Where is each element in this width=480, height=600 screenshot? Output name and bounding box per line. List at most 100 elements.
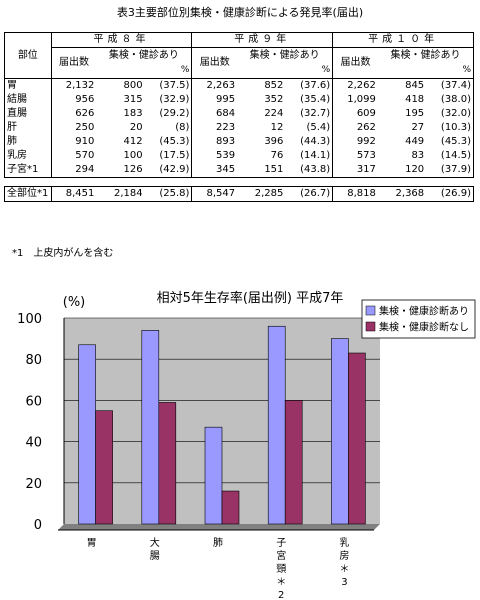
reported-count: 609 <box>356 108 376 119</box>
reported-count: 1,099 <box>347 94 376 105</box>
year-header: 平成８年 <box>51 32 193 48</box>
screened-count: 396 <box>264 136 284 147</box>
screened-percent: (29.2) <box>144 107 193 121</box>
x-tick-label: 2 <box>278 590 284 600</box>
screened-percent: (37.4) <box>426 78 475 93</box>
screened-count: 12 <box>270 122 284 133</box>
legend-entry: 集検・健康診断あり <box>379 305 469 318</box>
x-tick-label: 房 <box>339 549 349 562</box>
plot-floor <box>58 524 380 530</box>
screened-count: 800 <box>96 78 145 93</box>
x-tick-label: 胃 <box>87 537 97 549</box>
screened-count: 2,368 <box>377 186 427 202</box>
screened-percent: (38.0) <box>426 93 475 107</box>
x-tick-label: 肺 <box>213 537 223 549</box>
reported-count: 995 <box>216 94 236 105</box>
reported-count: 910 <box>75 136 95 147</box>
x-tick-label: 乳 <box>339 536 349 549</box>
screened-count: 315 <box>123 94 143 105</box>
screened-count: 183 <box>123 108 143 119</box>
screened-percent: (37.6) <box>285 78 334 93</box>
percent-unit: % <box>462 65 471 75</box>
year-header: 平成９年 <box>191 32 334 48</box>
screened-count: 224 <box>264 108 284 119</box>
bar <box>95 410 113 525</box>
site-name: 全部位*1 <box>4 186 52 202</box>
percent-unit: % <box>321 65 331 75</box>
reported-count: 684 <box>216 108 236 119</box>
reported-count: 223 <box>216 122 236 133</box>
reported-count: 294 <box>51 163 97 178</box>
x-tick-label: 3 <box>341 577 347 588</box>
legend-swatch <box>365 321 376 332</box>
screened-percent: (35.4) <box>285 93 334 107</box>
percent-unit: % <box>180 65 190 75</box>
bar <box>284 400 303 525</box>
reported-column-header: 届出数 <box>59 57 89 68</box>
y-tick-label: 100 <box>17 312 42 327</box>
footnote: *1 上皮内がんを含む <box>12 248 114 259</box>
bar <box>331 338 349 525</box>
reported-count: 345 <box>191 163 238 178</box>
site-name: 直腸 <box>4 107 52 121</box>
x-tick-label: 大 <box>150 536 160 549</box>
site-header: 部位 <box>4 32 52 79</box>
screened-label: 集検・健診あり <box>108 50 179 61</box>
site-name: 結腸 <box>4 93 52 107</box>
bar <box>348 352 366 525</box>
screened-percent: (10.3) <box>426 121 475 135</box>
screened-percent: (45.3) <box>144 135 193 149</box>
year-header: 平成１０年 <box>332 32 474 48</box>
table-total-row: 全部位*1 8,451 2,184 (25.8) 8,547 2,285 (26.7) 8,8… <box>4 186 475 202</box>
screened-percent: (32.7) <box>285 107 334 121</box>
reported-count: 2,262 <box>332 78 378 93</box>
reported-count: 570 <box>75 150 95 161</box>
table-title: 表3主要部位別集検・健康診断による発見率(届出) <box>116 6 364 19</box>
screened-count: 27 <box>411 122 425 133</box>
y-tick-label: 60 <box>25 394 42 409</box>
reported-count: 8,451 <box>51 186 97 202</box>
screened-percent: (45.3) <box>426 135 475 149</box>
table-row: 結腸 956 315 (32.9) 995 352 (35.4) 1,099 418 (38.0) <box>4 93 475 107</box>
reported-count: 893 <box>216 136 236 147</box>
table-row: 胃 2,132 800 (37.5) 2,263 852 (37.6) 2,262 845 (37… <box>4 78 475 93</box>
table-row: 子宮*1 294 126 (42.9) 345 151 (43.8) 317 120 (37.9) <box>4 163 475 178</box>
reported-count: 992 <box>356 136 376 147</box>
bar <box>267 325 286 525</box>
site-name: 肝 <box>4 121 52 135</box>
screened-percent: (43.8) <box>285 163 334 178</box>
bar <box>141 330 160 525</box>
screened-percent: (37.9) <box>426 163 475 178</box>
reported-column-header: 届出数 <box>199 57 230 68</box>
y-tick-label: 40 <box>25 436 42 451</box>
legend-swatch <box>365 305 376 316</box>
screened-percent: (42.9) <box>144 163 193 178</box>
reported-count: 956 <box>75 94 95 105</box>
screened-percent: (32.0) <box>426 107 475 121</box>
screened-column-header: 集検・健診あり% <box>377 47 474 79</box>
site-name: 子宮*1 <box>4 163 52 178</box>
table-header-years: 部位 平成８年 平成９年 平成１０年 <box>4 32 474 79</box>
screened-column-header: 集検・健診あり% <box>96 47 193 79</box>
screened-count: 2,285 <box>237 186 286 202</box>
screened-count: 449 <box>405 136 425 147</box>
reported-count: 626 <box>75 108 95 119</box>
y-axis-label: (%) <box>63 295 86 310</box>
screened-percent: (26.7) <box>285 186 334 202</box>
screened-percent: (25.8) <box>144 186 193 202</box>
screened-count: 100 <box>123 150 143 161</box>
screened-count: 352 <box>264 94 284 105</box>
reported-column-header: 届出数 <box>340 57 371 68</box>
screened-column-header: 集検・健診あり% <box>237 47 334 79</box>
reported-count: 8,547 <box>191 186 238 202</box>
reported-count: 2,132 <box>51 78 97 93</box>
legend-entry: 集検・健康診断なし <box>379 321 469 334</box>
site-name: 胃 <box>4 78 52 93</box>
reported-count: 8,818 <box>332 186 378 202</box>
screened-count: 20 <box>129 122 143 133</box>
bar <box>204 426 223 525</box>
y-tick-label: 20 <box>25 477 42 492</box>
screened-count: 195 <box>405 108 425 119</box>
screened-count: 412 <box>123 136 143 147</box>
